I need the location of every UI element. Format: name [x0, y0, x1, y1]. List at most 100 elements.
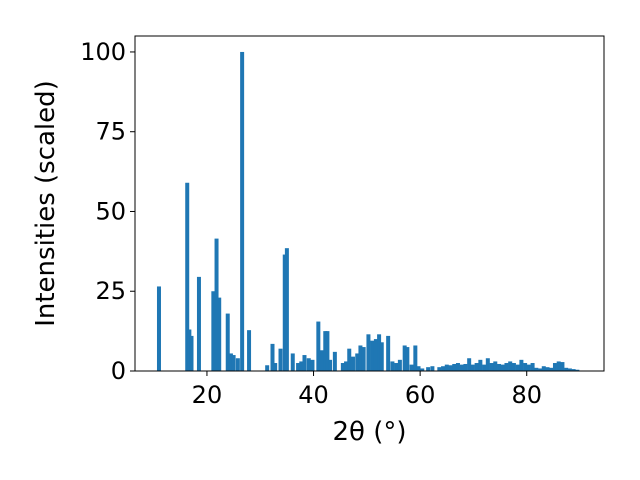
- bar: [316, 321, 321, 371]
- bar: [225, 313, 230, 371]
- bar: [270, 343, 275, 371]
- bar: [358, 345, 363, 371]
- bar: [459, 364, 464, 371]
- bar: [444, 364, 449, 371]
- bar: [448, 365, 453, 371]
- bar: [394, 363, 399, 371]
- bar: [549, 367, 554, 371]
- bar: [332, 351, 337, 371]
- bar: [437, 367, 442, 371]
- bar: [474, 363, 479, 371]
- bar: [325, 331, 330, 371]
- bar: [452, 363, 457, 371]
- bar: [467, 358, 472, 371]
- bar: [530, 363, 535, 371]
- bar: [328, 359, 333, 371]
- bar: [489, 363, 494, 371]
- bar: [497, 363, 502, 371]
- bar: [564, 367, 569, 371]
- bar: [556, 361, 561, 371]
- bar: [299, 361, 304, 371]
- bar: [361, 347, 366, 371]
- bar: [463, 363, 468, 371]
- bar: [500, 364, 505, 371]
- bars-group: [156, 51, 580, 371]
- bar: [310, 359, 315, 371]
- bar: [441, 366, 446, 371]
- bar: [211, 291, 216, 371]
- bar: [344, 361, 349, 371]
- bar: [187, 329, 192, 371]
- bar: [240, 51, 245, 371]
- x-tick-label: 40: [298, 381, 329, 409]
- bar: [185, 182, 190, 371]
- bar: [413, 345, 418, 371]
- bar: [235, 358, 240, 371]
- bar: [370, 340, 375, 371]
- x-axis-ticks: 20 40 60 80: [192, 371, 542, 409]
- x-tick-label: 20: [192, 381, 223, 409]
- bar: [347, 348, 352, 371]
- bar: [430, 366, 435, 371]
- bar: [214, 238, 219, 371]
- bar: [478, 359, 483, 371]
- bar: [355, 353, 360, 371]
- bar: [319, 350, 324, 371]
- bar: [519, 359, 524, 371]
- bar: [273, 363, 278, 371]
- bar: [302, 355, 307, 371]
- bar: [247, 330, 252, 371]
- bar: [231, 355, 236, 371]
- bar: [470, 364, 475, 371]
- bar: [538, 368, 543, 371]
- bar: [508, 361, 513, 371]
- bar: [420, 368, 425, 371]
- y-tick-label: 25: [95, 277, 126, 305]
- bar: [511, 363, 516, 371]
- bar: [560, 362, 565, 371]
- bar: [397, 359, 402, 371]
- y-tick-label: 0: [111, 357, 126, 385]
- y-tick-label: 100: [80, 38, 126, 66]
- y-tick-label: 50: [95, 197, 126, 225]
- bar: [377, 334, 382, 371]
- bar: [390, 361, 395, 371]
- y-tick-label: 75: [95, 118, 126, 146]
- bar: [485, 358, 490, 371]
- bar: [189, 335, 194, 371]
- y-axis-label: Intensities (scaled): [31, 80, 61, 327]
- bar: [409, 364, 414, 371]
- bar: [405, 347, 410, 371]
- bar: [278, 348, 283, 371]
- x-axis-label: 2θ (°): [332, 417, 406, 447]
- bar: [416, 366, 421, 371]
- bar: [545, 367, 550, 371]
- x-tick-label: 60: [405, 381, 436, 409]
- bar: [196, 276, 201, 371]
- bar: [340, 363, 345, 371]
- bar: [350, 356, 355, 371]
- plot-area-frame: [134, 35, 605, 372]
- bar: [567, 368, 572, 371]
- bar: [515, 364, 520, 371]
- bar: [455, 363, 460, 371]
- bar: [426, 367, 431, 371]
- bar: [373, 339, 378, 371]
- bar: [493, 361, 498, 371]
- bar: [552, 363, 557, 371]
- x-tick-label: 80: [511, 381, 542, 409]
- bar: [306, 358, 311, 371]
- bar: [541, 366, 546, 371]
- bar: [504, 363, 509, 371]
- bar: [402, 345, 407, 371]
- bar: [571, 369, 576, 371]
- bar: [284, 248, 289, 371]
- bar: [534, 367, 539, 371]
- bar: [366, 334, 371, 371]
- bar: [217, 297, 222, 371]
- bar: [526, 364, 531, 371]
- bar: [575, 369, 580, 371]
- bar: [482, 364, 487, 371]
- bar: [386, 335, 391, 371]
